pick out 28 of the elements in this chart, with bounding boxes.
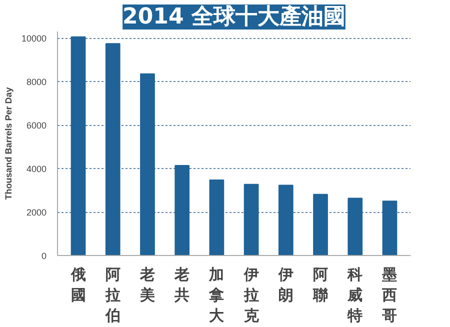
- x-tick-label: 老共: [174, 266, 190, 304]
- y-axis-title: Thousand Barrels Per Day: [3, 87, 14, 200]
- x-tick-label: 墨西哥: [381, 266, 398, 324]
- bar: [244, 184, 259, 256]
- x-tick-label: 俄國: [70, 266, 86, 304]
- y-tick-label: 8000: [26, 77, 47, 88]
- bar: [348, 198, 363, 256]
- bar: [382, 200, 398, 256]
- x-tick-label: 科威特: [346, 266, 363, 324]
- bar: [174, 164, 190, 256]
- y-tick-label: 10000: [21, 34, 47, 44]
- bar: [70, 36, 86, 256]
- x-tick-label: 加拿大: [208, 266, 226, 324]
- bar: [209, 180, 224, 256]
- bar: [313, 194, 328, 256]
- bar: [140, 73, 155, 256]
- x-tick-label: 阿聯: [312, 266, 330, 304]
- y-tick-label: 0: [41, 251, 47, 261]
- chart-title: 2014 全球十大產油國: [122, 4, 346, 30]
- x-tick-label: 伊拉克: [242, 266, 260, 324]
- x-tick-label: 伊朗: [277, 266, 294, 304]
- y-tick-label: 4000: [26, 164, 47, 174]
- bar: [278, 184, 294, 256]
- y-tick-label: 2000: [26, 208, 47, 218]
- x-tick-label: 阿拉伯: [104, 266, 120, 324]
- x-tick-label: 老美: [138, 266, 155, 304]
- y-tick-label: 6000: [26, 120, 47, 131]
- bar: [105, 43, 120, 256]
